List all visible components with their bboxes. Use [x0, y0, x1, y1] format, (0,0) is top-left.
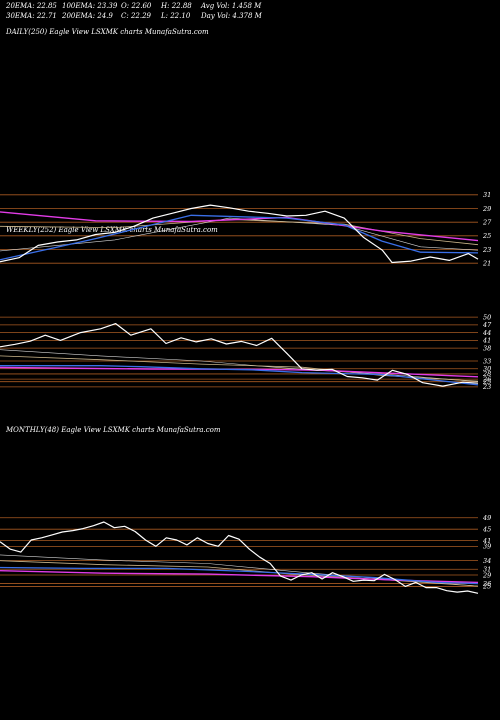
monthly-y-tick-7: 26	[482, 580, 491, 588]
weekly-y-tick-8: 26	[482, 375, 491, 383]
daily-y-tick-1: 29	[482, 205, 491, 213]
weekly-y-tick-4: 38	[483, 344, 491, 352]
monthly-panel-title: MONTHLY(48) Eagle View LSXMK charts Muna…	[6, 426, 221, 434]
header-high: H: 22.88	[161, 2, 192, 10]
daily-y-tick-3: 25	[482, 232, 491, 240]
monthly-ema-mid-line	[0, 560, 479, 587]
header-ema20: 20EMA: 22.85	[6, 2, 57, 10]
weekly-y-tick-7: 28	[482, 370, 491, 378]
monthly-y-tick-0: 49	[482, 514, 491, 522]
daily-y-tick-4: 23	[482, 246, 491, 254]
weekly-price-line	[0, 323, 479, 387]
header-avg-vol: Avg Vol: 1.458 M	[201, 2, 262, 10]
weekly-ema-fast-line	[0, 365, 479, 386]
daily-price-line	[0, 204, 479, 264]
monthly-ema-fast-line	[0, 566, 479, 585]
header-open: O: 22.60	[121, 2, 152, 10]
weekly-panel-title: WEEKLY(252) Eagle View LSXMK charts Muna…	[6, 226, 218, 234]
monthly-y-tick-8: 25	[482, 583, 491, 591]
weekly-y-tick-9: 25	[482, 378, 491, 386]
weekly-y-tick-0: 50	[483, 313, 491, 321]
daily-y-tick-5: 21	[482, 259, 491, 267]
weekly-y-tick-3: 41	[482, 337, 491, 345]
daily-y-tick-2: 27	[482, 218, 492, 226]
header-ema100: 100EMA: 23.39	[62, 2, 118, 10]
monthly-y-tick-4: 34	[483, 557, 491, 565]
weekly-y-tick-10: 23	[482, 383, 491, 391]
monthly-price-line	[0, 521, 479, 594]
header-ema200: 200EMA: 24.9	[62, 12, 113, 20]
daily-ema-thin-line	[0, 217, 479, 252]
daily-ema-fast-line	[0, 214, 479, 261]
monthly-y-tick-6: 29	[482, 571, 491, 579]
weekly-y-tick-1: 47	[482, 321, 492, 329]
header-low: L: 22.10	[161, 12, 191, 20]
header-day-vol: Day Vol: 4.378 M	[201, 12, 262, 20]
daily-ema-slow-line	[0, 211, 479, 242]
daily-ema-mid-line	[0, 218, 479, 246]
weekly-y-tick-2: 44	[482, 329, 491, 337]
monthly-y-tick-2: 41	[482, 537, 491, 545]
header-ema30: 30EMA: 22.71	[6, 12, 57, 20]
monthly-y-tick-5: 31	[483, 566, 491, 574]
weekly-ema-slow-line	[0, 366, 479, 378]
weekly-y-tick-5: 33	[483, 357, 491, 365]
monthly-y-tick-3: 39	[483, 543, 491, 551]
daily-panel-title: DAILY(250) Eagle View LSXMK charts Munaf…	[6, 28, 209, 36]
header-close: C: 22.29	[121, 12, 151, 20]
daily-y-tick-0: 31	[483, 191, 491, 199]
monthly-y-tick-1: 45	[482, 525, 491, 533]
weekly-y-tick-6: 30	[483, 365, 491, 373]
